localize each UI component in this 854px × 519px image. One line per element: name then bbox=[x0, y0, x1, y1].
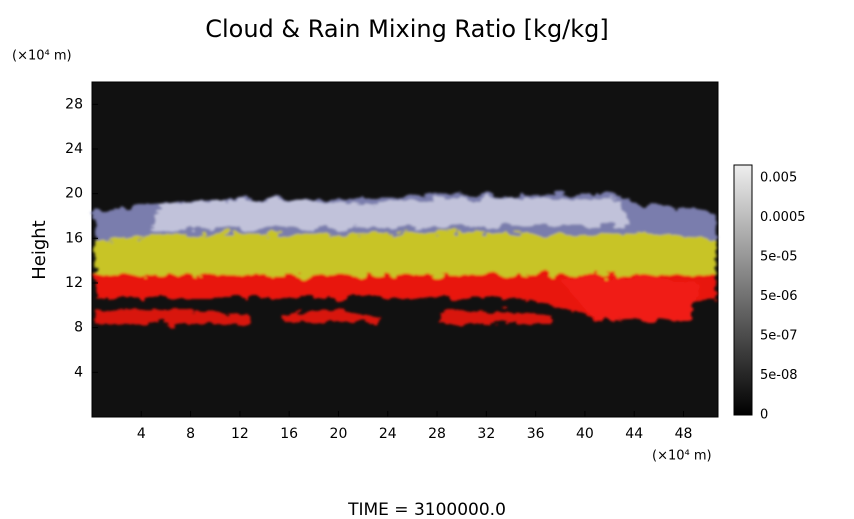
colorbar-label: 5e-06 bbox=[760, 289, 798, 304]
x-tick-label: 20 bbox=[330, 426, 348, 442]
x-tick-label: 36 bbox=[527, 426, 545, 442]
colorbar-label: 5e-08 bbox=[760, 368, 798, 383]
y-unit: (×10⁴ m) bbox=[12, 49, 72, 64]
x-tick-label: 12 bbox=[231, 426, 249, 442]
y-tick-label: 24 bbox=[65, 141, 83, 157]
colorbar-label: 5e-05 bbox=[760, 250, 798, 265]
y-tick-label: 12 bbox=[65, 275, 83, 291]
x-tick-label: 16 bbox=[280, 426, 298, 442]
x-tick-label: 40 bbox=[576, 426, 594, 442]
time-label: TIME = 3100000.0 bbox=[347, 500, 506, 519]
title: Cloud & Rain Mixing Ratio [kg/kg] bbox=[205, 15, 609, 43]
y-tick-label: 20 bbox=[65, 186, 83, 202]
colorbar-label: 5e-07 bbox=[760, 329, 798, 344]
y-tick-label: 8 bbox=[74, 320, 83, 336]
x-tick-label: 8 bbox=[186, 426, 195, 442]
cloud-render bbox=[95, 193, 716, 324]
y-label: Height bbox=[29, 220, 50, 280]
y-tick-label: 16 bbox=[65, 230, 83, 246]
y-tick-label: 4 bbox=[74, 364, 83, 380]
x-unit: (×10⁴ m) bbox=[652, 449, 712, 464]
x-tick-label: 32 bbox=[477, 426, 495, 442]
x-tick-label: 48 bbox=[675, 426, 693, 442]
colorbar-label: 0.005 bbox=[760, 171, 797, 186]
x-tick-label: 24 bbox=[379, 426, 397, 442]
x-tick-label: 28 bbox=[428, 426, 446, 442]
x-tick-label: 44 bbox=[625, 426, 643, 442]
x-tick-label: 4 bbox=[137, 426, 146, 442]
colorbar-label: 0.0005 bbox=[760, 210, 806, 225]
plot-area bbox=[91, 81, 719, 418]
y-tick-label: 28 bbox=[65, 96, 83, 112]
colorbar bbox=[733, 164, 753, 416]
colorbar-label: 0 bbox=[760, 408, 768, 423]
